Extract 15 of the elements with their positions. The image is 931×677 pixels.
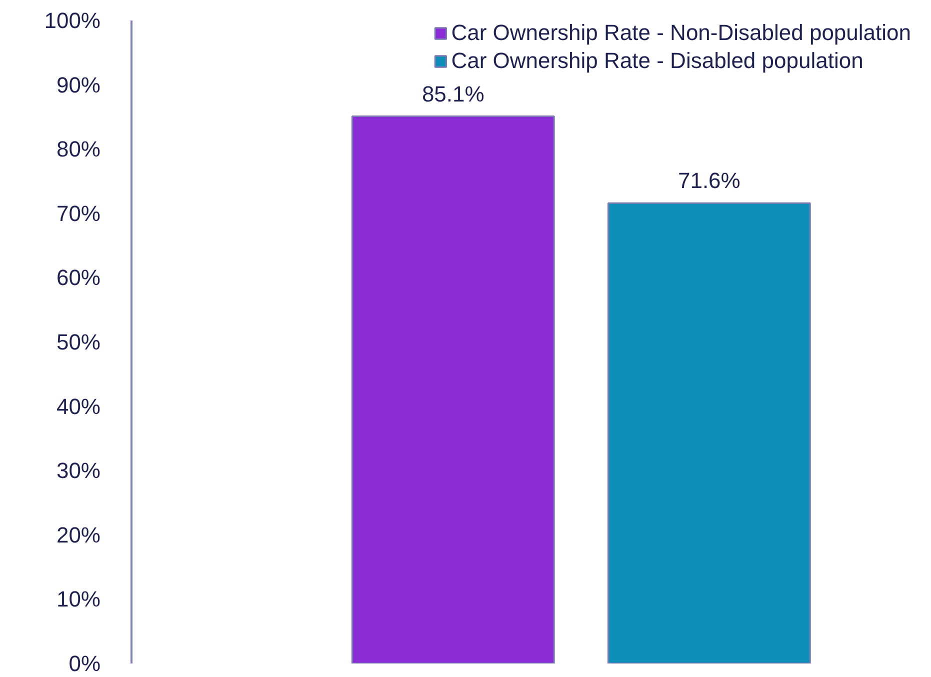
y-tick-label: 0% [68, 651, 100, 676]
y-tick-label: 10% [56, 586, 101, 612]
y-tick-label: 80% [56, 136, 101, 162]
y-tick-label: 40% [56, 394, 101, 419]
y-tick-label: 30% [56, 458, 101, 484]
y-tick-label: 60% [56, 265, 101, 290]
legend-label: Car Ownership Rate - Disabled population [451, 48, 864, 74]
y-tick-label: 70% [56, 200, 101, 226]
y-tick-label: 20% [56, 522, 101, 548]
data-label: 85.1% [422, 81, 484, 106]
legend-label: Car Ownership Rate - Non-Disabled population [451, 20, 911, 46]
data-label: 71.6% [678, 168, 740, 194]
y-tick-label: 50% [56, 330, 101, 354]
y-tick-label: 100% [44, 8, 101, 33]
y-tick-label: 90% [56, 72, 101, 98]
